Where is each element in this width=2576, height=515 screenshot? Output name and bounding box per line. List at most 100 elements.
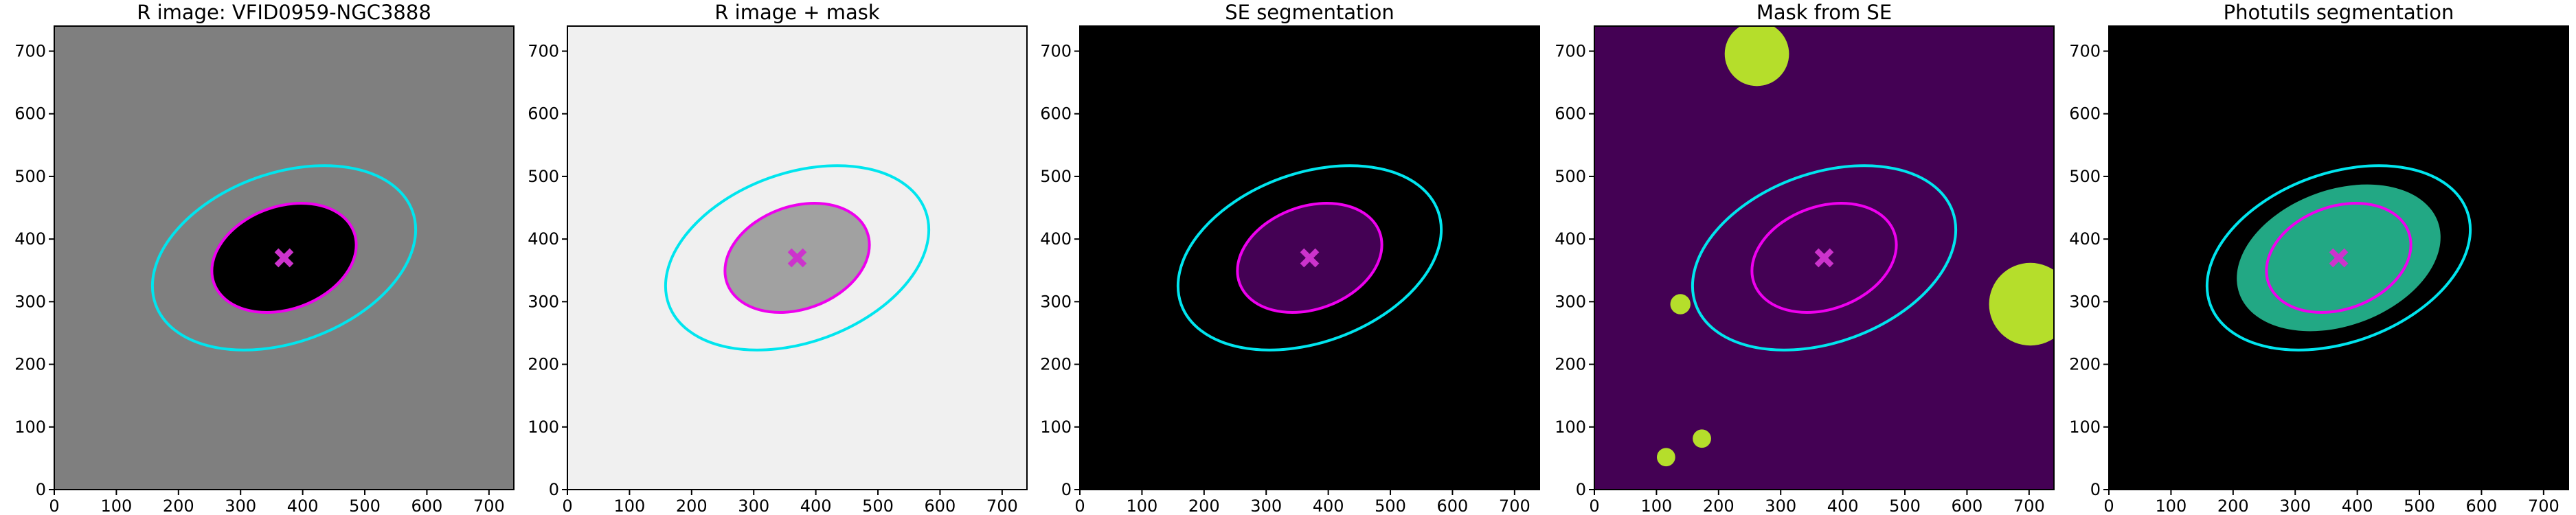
y-tick-label: 600 bbox=[14, 104, 46, 124]
y-tick-label: 0 bbox=[1061, 480, 1072, 499]
x-tick-label: 600 bbox=[1437, 496, 1469, 515]
panel-title: SE segmentation bbox=[1225, 1, 1394, 24]
y-tick-label: 200 bbox=[1555, 355, 1586, 374]
x-tick-label: 0 bbox=[562, 496, 572, 515]
y-tick-label: 300 bbox=[528, 292, 559, 311]
x-tick-label: 500 bbox=[2404, 496, 2435, 515]
panel bbox=[1594, 26, 2054, 490]
x-tick-label: 700 bbox=[986, 496, 1018, 515]
axes-frame bbox=[2108, 25, 2569, 490]
x-tick-label: 400 bbox=[287, 496, 319, 515]
x-tick-label: 300 bbox=[738, 496, 769, 515]
mask-source bbox=[1693, 429, 1711, 448]
x-tick-label: 200 bbox=[163, 496, 194, 515]
axes-frame bbox=[1079, 25, 1540, 490]
y-tick-label: 300 bbox=[1040, 292, 1072, 311]
center-marker bbox=[2329, 248, 2349, 268]
y-tick-label: 500 bbox=[14, 167, 46, 186]
x-tick-label: 100 bbox=[2155, 496, 2187, 515]
y-tick-label: 400 bbox=[1555, 229, 1586, 249]
y-tick-label: 100 bbox=[528, 417, 559, 437]
mask-source bbox=[1656, 448, 1675, 467]
x-tick-label: 300 bbox=[225, 496, 256, 515]
y-tick-label: 0 bbox=[36, 480, 46, 499]
y-tick-label: 100 bbox=[14, 417, 46, 437]
y-tick-label: 500 bbox=[1040, 167, 1072, 186]
y-tick-label: 700 bbox=[14, 41, 46, 60]
y-tick-label: 500 bbox=[1555, 167, 1586, 186]
x-tick-label: 200 bbox=[1188, 496, 1220, 515]
x-tick-label: 500 bbox=[1375, 496, 1406, 515]
aperture-ellipse bbox=[1176, 164, 1443, 352]
y-tick-label: 300 bbox=[1555, 292, 1586, 311]
x-tick-label: 600 bbox=[411, 496, 443, 515]
x-tick-label: 100 bbox=[1126, 496, 1157, 515]
y-tick-label: 600 bbox=[1040, 104, 1072, 124]
panel bbox=[567, 26, 1027, 490]
aperture-ellipse bbox=[723, 202, 871, 314]
x-tick-label: 500 bbox=[862, 496, 894, 515]
x-tick-label: 400 bbox=[800, 496, 832, 515]
panel bbox=[1080, 26, 1539, 490]
x-tick-label: 200 bbox=[676, 496, 708, 515]
y-tick-label: 400 bbox=[528, 229, 559, 249]
x-tick-label: 200 bbox=[1703, 496, 1735, 515]
x-tick-label: 100 bbox=[613, 496, 645, 515]
x-tick-label: 200 bbox=[2217, 496, 2249, 515]
y-tick-label: 200 bbox=[2069, 355, 2101, 374]
x-tick-label: 700 bbox=[2528, 496, 2560, 515]
x-tick-label: 100 bbox=[1640, 496, 1672, 515]
axes-frame bbox=[1594, 25, 2055, 490]
x-tick-label: 300 bbox=[2279, 496, 2311, 515]
panel bbox=[2109, 26, 2568, 490]
center-marker bbox=[787, 248, 807, 268]
x-tick-label: 0 bbox=[49, 496, 59, 515]
x-tick-label: 400 bbox=[2342, 496, 2373, 515]
y-tick-label: 400 bbox=[1040, 229, 1072, 249]
x-tick-label: 700 bbox=[1499, 496, 1530, 515]
y-tick-label: 500 bbox=[528, 167, 559, 186]
y-tick-label: 100 bbox=[1555, 417, 1586, 437]
panel-title: R image: VFID0959-NGC3888 bbox=[137, 1, 431, 24]
y-tick-label: 200 bbox=[528, 355, 559, 374]
mask-source bbox=[1670, 294, 1691, 314]
mask-source bbox=[1724, 26, 1789, 87]
aperture-ellipse bbox=[1750, 202, 1898, 314]
aperture-ellipse bbox=[664, 164, 931, 352]
aperture-ellipse bbox=[150, 164, 418, 352]
x-tick-label: 500 bbox=[349, 496, 381, 515]
aperture-ellipse bbox=[2265, 202, 2413, 314]
y-tick-label: 500 bbox=[2069, 167, 2101, 186]
aperture-ellipse bbox=[2205, 164, 2472, 352]
x-tick-label: 300 bbox=[1765, 496, 1796, 515]
panel-title: Photutils segmentation bbox=[2224, 1, 2454, 24]
y-tick-label: 700 bbox=[528, 41, 559, 60]
y-tick-label: 0 bbox=[2090, 480, 2101, 499]
y-tick-label: 400 bbox=[2069, 229, 2101, 249]
y-tick-label: 0 bbox=[549, 480, 559, 499]
y-tick-label: 700 bbox=[1555, 41, 1586, 60]
x-tick-label: 700 bbox=[2013, 496, 2045, 515]
y-tick-label: 200 bbox=[1040, 355, 1072, 374]
x-tick-label: 600 bbox=[1952, 496, 1983, 515]
x-tick-label: 0 bbox=[1589, 496, 1599, 515]
y-tick-label: 600 bbox=[528, 104, 559, 124]
panel bbox=[54, 26, 514, 490]
y-tick-label: 600 bbox=[2069, 104, 2101, 124]
y-tick-label: 700 bbox=[2069, 41, 2101, 60]
panel-title: R image + mask bbox=[714, 1, 880, 24]
x-tick-label: 0 bbox=[2103, 496, 2114, 515]
center-marker bbox=[1814, 248, 1834, 268]
aperture-ellipse bbox=[1691, 164, 1958, 352]
y-tick-label: 300 bbox=[2069, 292, 2101, 311]
y-tick-label: 400 bbox=[14, 229, 46, 249]
x-tick-label: 300 bbox=[1250, 496, 1282, 515]
x-tick-label: 400 bbox=[1827, 496, 1859, 515]
x-tick-label: 600 bbox=[2466, 496, 2498, 515]
axes-frame bbox=[54, 25, 515, 490]
y-tick-label: 200 bbox=[14, 355, 46, 374]
center-marker bbox=[1300, 248, 1320, 268]
y-tick-label: 600 bbox=[1555, 104, 1586, 124]
mask-source bbox=[1989, 262, 2054, 346]
